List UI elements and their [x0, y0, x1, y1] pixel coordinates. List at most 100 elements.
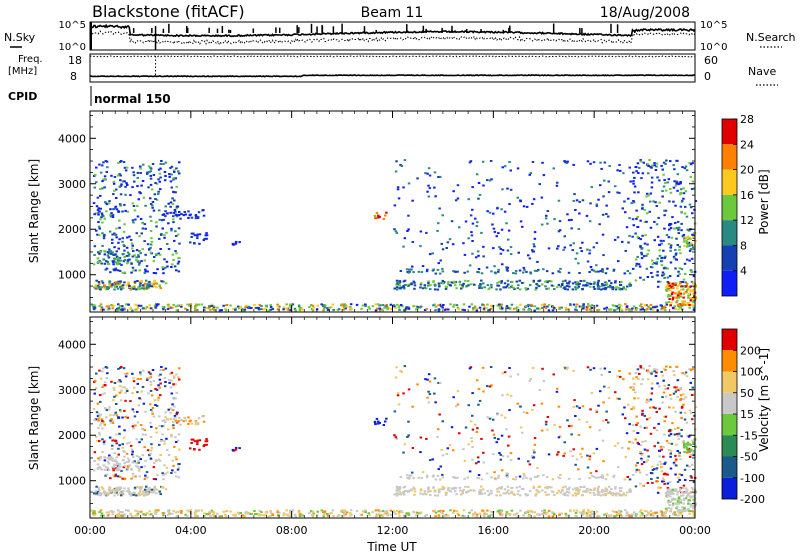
velocity-cell: [457, 514, 461, 517]
velocity-cell: [655, 371, 658, 374]
velocity-cell: [161, 472, 164, 475]
power-cell: [113, 176, 117, 178]
power-cell: [477, 271, 481, 274]
velocity-cell: [97, 431, 101, 434]
velocity-cell: [589, 489, 593, 491]
power-cell: [419, 286, 422, 289]
velocity-cell: [269, 510, 272, 512]
velocity-cell: [595, 470, 598, 473]
velocity-cell: [694, 445, 697, 448]
power-cell: [628, 282, 632, 285]
power-cell: [683, 291, 686, 294]
velocity-cell: [143, 429, 147, 432]
power-cell: [400, 165, 404, 167]
power-cell: [139, 252, 142, 255]
velocity-cell: [128, 441, 131, 444]
power-cell: [99, 261, 102, 264]
power-cell: [472, 307, 475, 310]
power-cell: [690, 280, 694, 283]
velocity-cell: [589, 511, 592, 514]
power-cell: [655, 262, 658, 265]
power-cell: [510, 285, 513, 288]
velocity-cell: [567, 514, 570, 517]
velocity-cell: [139, 458, 142, 461]
power-cell: [629, 180, 632, 183]
power-cell: [402, 186, 405, 189]
velocity-cell: [213, 515, 217, 518]
power-cell: [679, 191, 682, 194]
velocity-cell: [102, 367, 105, 370]
power-cell: [175, 215, 179, 218]
velocity-cell: [677, 438, 680, 441]
power-cell: [393, 228, 396, 231]
power-cell: [598, 285, 601, 288]
velocity-cell: [427, 490, 430, 493]
freq-unit-label: [MHz]: [8, 66, 37, 77]
velocity-cell: [685, 445, 688, 448]
power-cell: [694, 239, 697, 242]
power-cell: [407, 307, 410, 310]
velocity-cell: [346, 511, 349, 514]
power-cell: [278, 305, 281, 308]
velocity-cell: [647, 371, 650, 373]
velocity-cell: [109, 477, 112, 480]
velocity-cell: [101, 450, 104, 453]
power-cell: [399, 287, 402, 290]
power-cell: [118, 219, 121, 222]
power-cell: [498, 246, 501, 249]
power-cell: [385, 211, 388, 214]
velocity-cell: [136, 466, 140, 469]
power-cell: [212, 306, 216, 309]
cpid-value: normal 150: [94, 92, 171, 106]
power-cell: [175, 185, 178, 188]
power-cell: [489, 307, 493, 310]
power-cell: [447, 281, 450, 283]
power-cell: [137, 263, 141, 266]
power-cell: [674, 248, 677, 251]
power-cell: [483, 286, 486, 289]
y-tick-label: 3000: [58, 384, 86, 397]
velocity-cell: [676, 450, 679, 452]
velocity-cell: [130, 467, 133, 470]
power-cell: [134, 308, 137, 311]
velocity-cell: [326, 513, 329, 515]
velocity-cell: [165, 466, 169, 469]
velocity-cell: [686, 441, 690, 444]
velocity-cell: [675, 386, 678, 389]
velocity-cell: [572, 405, 575, 408]
power-cell: [168, 173, 171, 176]
power-cell: [691, 246, 695, 249]
power-cell: [690, 188, 694, 190]
velocity-cell: [649, 406, 652, 409]
power-cell: [400, 286, 403, 289]
velocity-cell: [102, 384, 105, 387]
velocity-cell: [173, 405, 176, 408]
power-cell: [622, 172, 625, 175]
velocity-cell: [646, 459, 649, 462]
power-cell: [667, 243, 671, 245]
velocity-cell: [460, 493, 463, 496]
power-cell: [635, 209, 638, 212]
velocity-cell: [386, 514, 389, 517]
power-cell: [136, 215, 140, 218]
velocity-cell: [574, 511, 578, 514]
power-cell: [533, 231, 537, 234]
power-cell: [178, 242, 181, 245]
power-cell: [175, 205, 179, 208]
power-cell: [148, 304, 151, 307]
power-cell: [166, 243, 169, 245]
power-cell: [586, 260, 590, 263]
velocity-cell: [125, 490, 128, 493]
velocity-cell: [660, 470, 664, 473]
velocity-cell: [662, 455, 665, 458]
power-cell: [135, 308, 139, 311]
power-cell: [440, 242, 443, 245]
velocity-cell: [592, 475, 596, 478]
power-cell: [189, 213, 192, 216]
power-cell: [100, 262, 103, 265]
velocity-cell: [592, 491, 596, 494]
freq-tick-bottom: 8: [70, 70, 77, 83]
velocity-cell: [519, 509, 522, 512]
power-cell: [670, 301, 673, 304]
